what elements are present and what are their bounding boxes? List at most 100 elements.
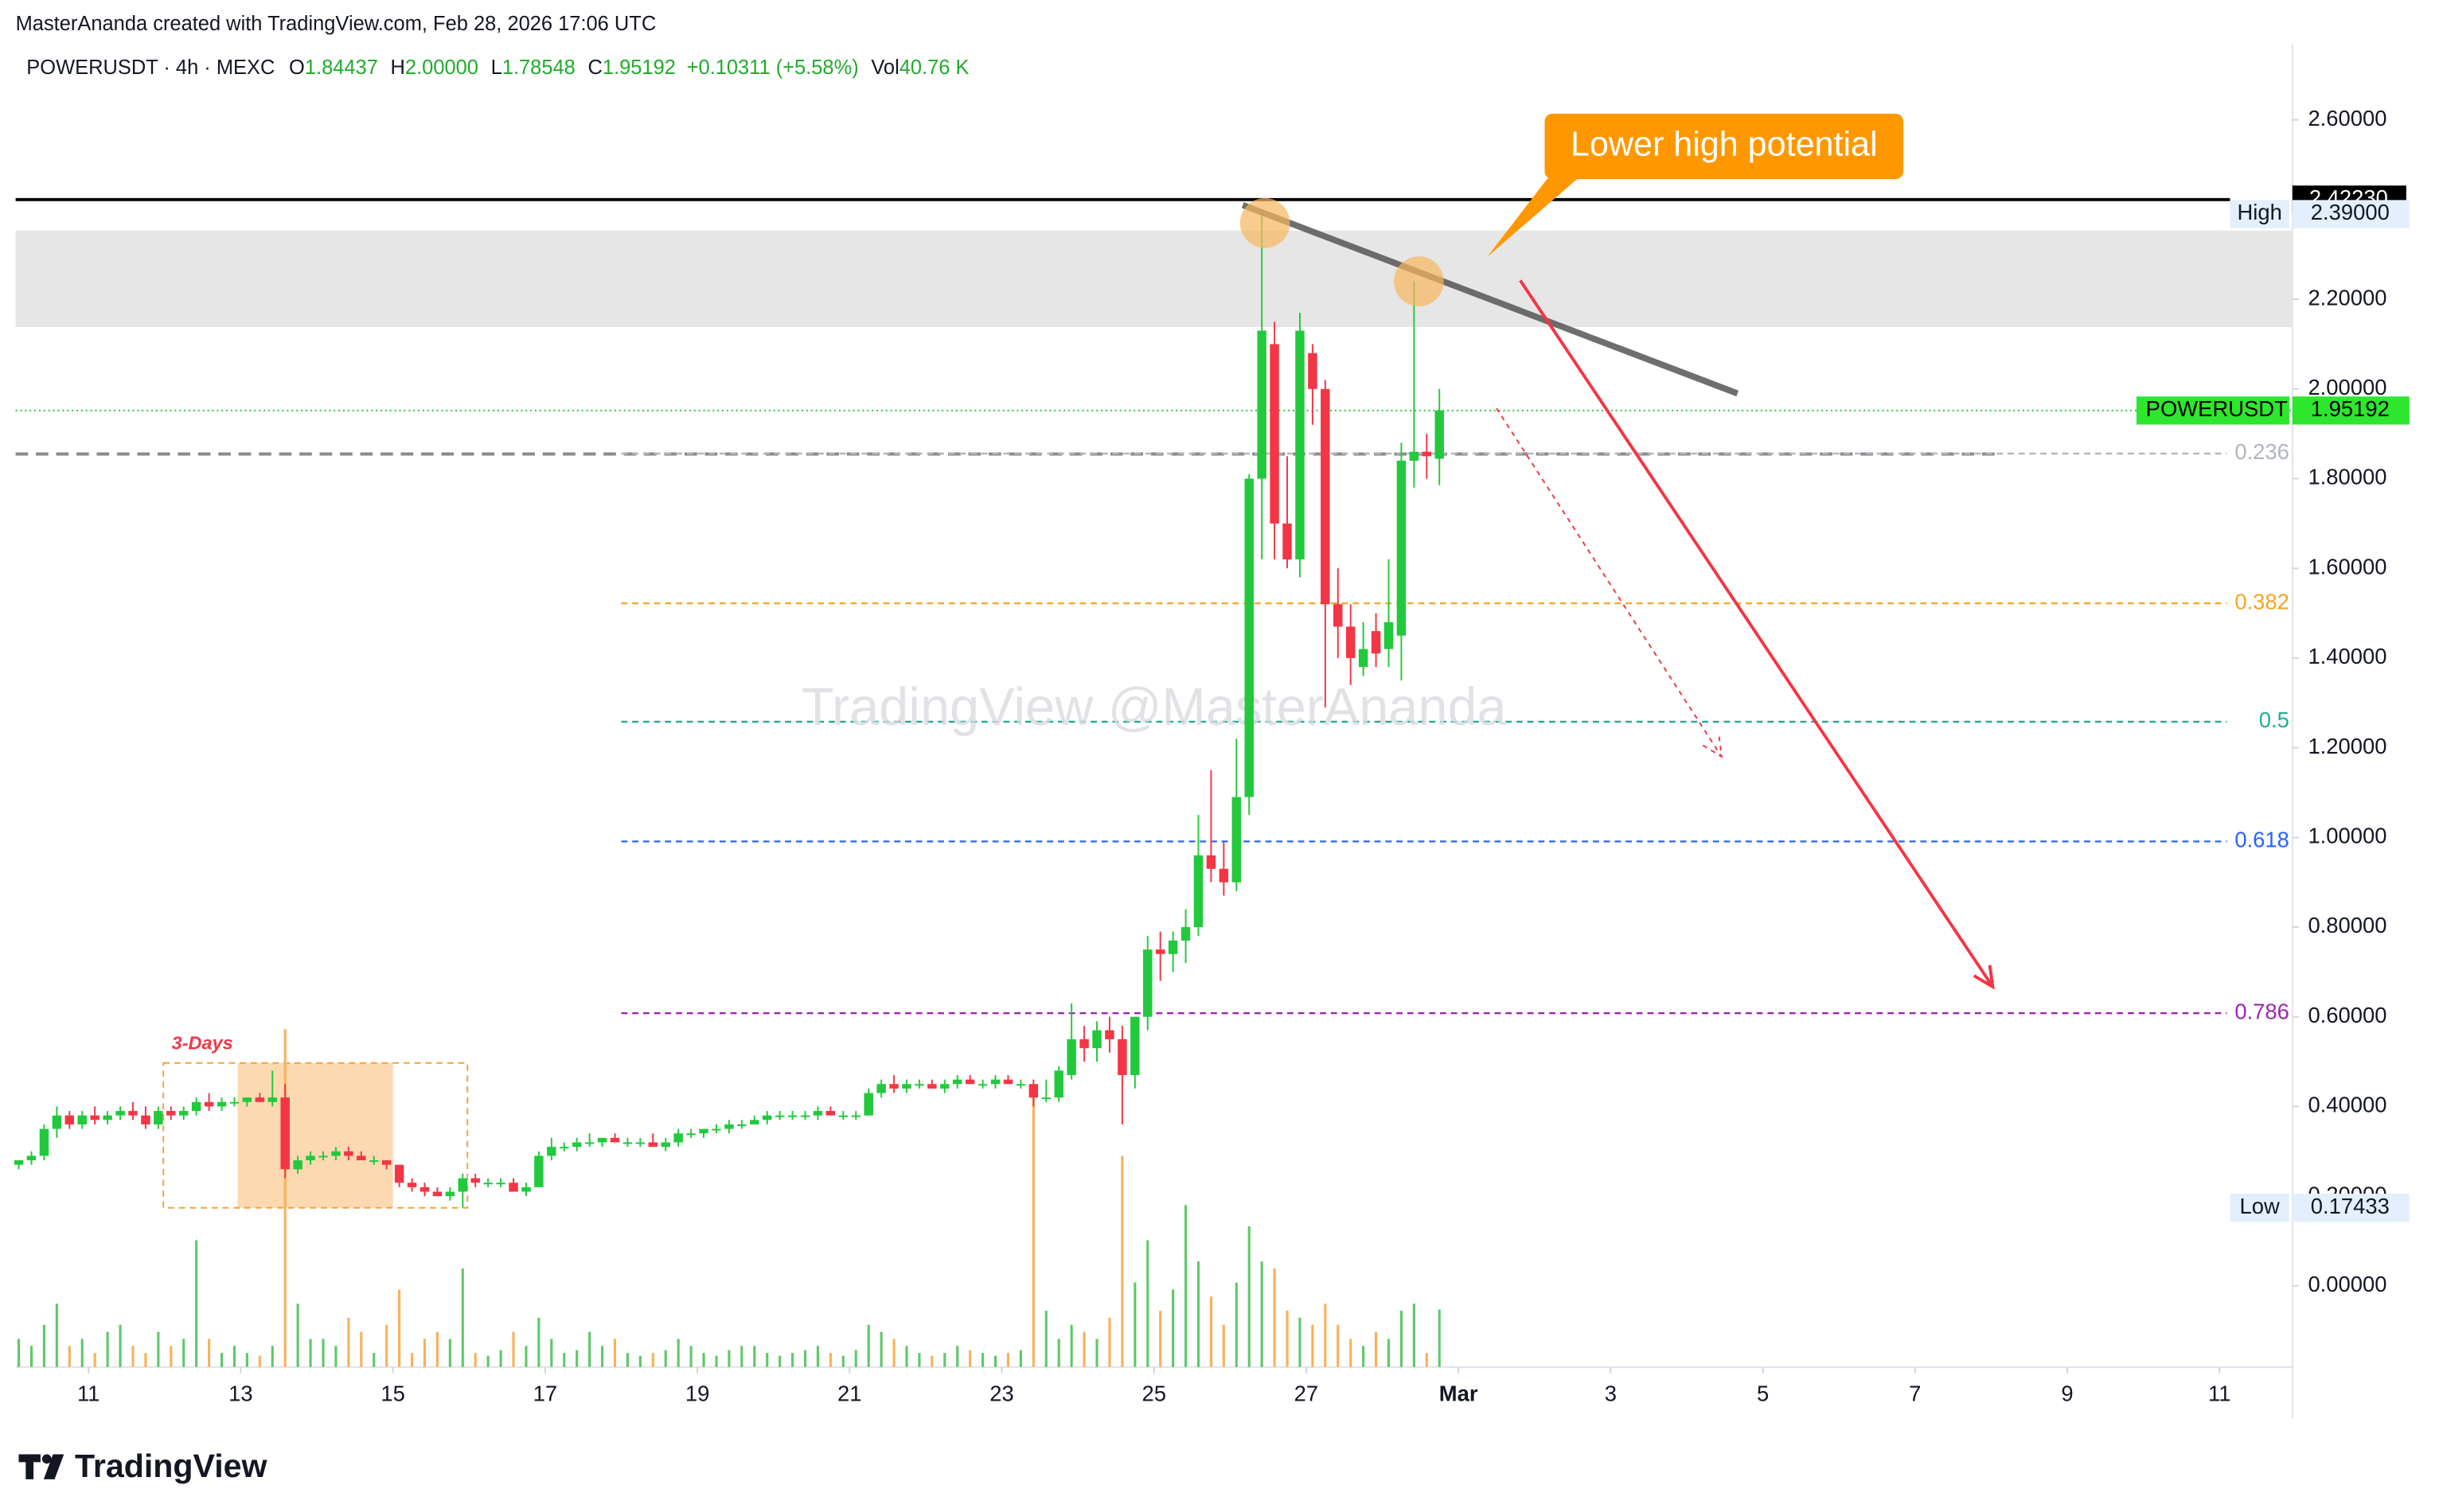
x-tick-label: 11 [77, 1381, 100, 1405]
y-tick-label: 1.40000 [2308, 644, 2386, 668]
x-tick-label: 19 [685, 1381, 709, 1405]
volume-bar [385, 1324, 388, 1367]
candle-body [597, 1137, 607, 1143]
candle-body [1155, 949, 1165, 954]
candle-body [470, 1178, 480, 1183]
candle-body [610, 1137, 620, 1143]
candle-body [229, 1101, 240, 1104]
volume-bar [791, 1353, 794, 1367]
legend-key: O [289, 57, 305, 79]
tag-value: 0.17433 [2311, 1194, 2390, 1218]
candle-body [1180, 927, 1191, 941]
candle-body [445, 1191, 455, 1197]
trendline [1241, 202, 1739, 397]
candle-body [407, 1183, 417, 1187]
candle-body [331, 1151, 341, 1156]
candle-body [1358, 649, 1368, 668]
candle-body [1257, 330, 1266, 479]
candle-body [864, 1093, 873, 1116]
volume-bar [1196, 1261, 1200, 1367]
volume-bar [1337, 1324, 1340, 1367]
legend-volume-value: 40.76 K [900, 57, 970, 79]
candle-body [712, 1128, 721, 1131]
candle-body [154, 1111, 163, 1124]
candle-body [1282, 523, 1292, 559]
volume-bar [423, 1339, 427, 1367]
candle-body [775, 1115, 785, 1117]
volume-bar [779, 1355, 782, 1367]
volume-bar [1362, 1346, 1365, 1367]
volume-bar [93, 1353, 96, 1367]
volume-bar [283, 1029, 287, 1367]
y-tick-label: 1.00000 [2308, 824, 2386, 848]
candle-body [420, 1187, 430, 1192]
volume-bar [931, 1355, 934, 1367]
candle-body [496, 1183, 505, 1185]
volume-bar [1172, 1289, 1175, 1367]
volume-bar [410, 1353, 414, 1367]
candle-body [1003, 1079, 1013, 1085]
volume-bar [334, 1346, 338, 1367]
candle-body [90, 1115, 100, 1120]
x-tick-label: 9 [2061, 1381, 2073, 1405]
candle-body [787, 1115, 798, 1117]
volume-bar [512, 1331, 515, 1367]
candle-body [737, 1124, 747, 1126]
candle-body [267, 1097, 278, 1102]
volume-bar [841, 1355, 845, 1367]
volume-bar [322, 1339, 325, 1367]
candle-body [14, 1160, 24, 1165]
candle-body [1422, 451, 1432, 457]
volume-bar [1095, 1339, 1099, 1367]
tag-name: POWERUSDT [2146, 396, 2288, 421]
candle-body [64, 1115, 75, 1124]
x-tick-label: Mar [1439, 1381, 1478, 1405]
candle-body [77, 1115, 87, 1124]
volume-bar [537, 1317, 540, 1367]
tag-value: 1.95192 [2311, 396, 2390, 421]
candle-body [534, 1155, 544, 1187]
y-tick-label: 0.60000 [2308, 1003, 2386, 1027]
volume-bar [486, 1355, 490, 1367]
volume-bar [1032, 1085, 1035, 1367]
volume-bar [1247, 1226, 1251, 1367]
y-tick-label: 2.60000 [2308, 106, 2386, 131]
volume-bar [1260, 1261, 1263, 1367]
volume-bar [563, 1353, 566, 1367]
volume-bar [638, 1355, 642, 1367]
candle-body [39, 1128, 49, 1156]
legend-symbol: POWERUSDT · 4h · MEXC [26, 57, 275, 79]
candle-body [965, 1079, 975, 1085]
candle-body [1345, 626, 1356, 658]
volume-bar [1387, 1339, 1391, 1367]
volume-bar [1146, 1240, 1149, 1367]
volume-bar [918, 1353, 921, 1367]
volume-bar [1412, 1304, 1415, 1367]
volume-bar [664, 1350, 667, 1367]
tag-value-bg [2292, 1193, 2410, 1222]
candle-body [915, 1084, 924, 1086]
candle-body [952, 1079, 962, 1085]
forecast-arrow-dashed [1496, 407, 1723, 758]
volume-bar [258, 1355, 261, 1367]
fib-label: 0.786 [2234, 999, 2289, 1023]
candle-body [369, 1160, 379, 1163]
candle-body [1270, 344, 1279, 524]
volume-bar [1159, 1311, 1162, 1367]
candle-body [509, 1183, 518, 1192]
candle-body [547, 1147, 556, 1156]
volume-bar [880, 1331, 883, 1367]
volume-bar [766, 1353, 769, 1367]
legend-value: 2.00000 [405, 57, 478, 79]
x-tick-label: 13 [228, 1381, 252, 1405]
candle-body [1054, 1070, 1063, 1098]
candle-body [357, 1155, 366, 1161]
logo-text: TradingView [75, 1448, 268, 1484]
volume-bar [740, 1346, 743, 1367]
volume-bar [499, 1350, 502, 1367]
volume-bar [220, 1353, 224, 1367]
volume-bar [131, 1346, 135, 1367]
volume-bar [626, 1353, 630, 1367]
range-fill [237, 1062, 393, 1208]
candle-body [1409, 451, 1419, 461]
